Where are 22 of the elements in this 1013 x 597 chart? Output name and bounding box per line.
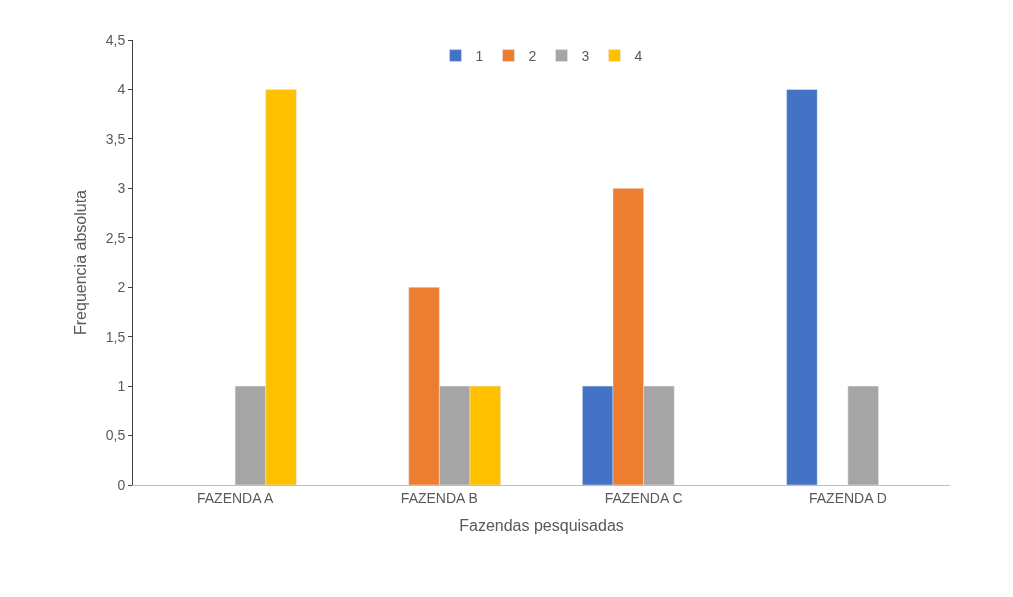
legend-label: 2 — [528, 48, 537, 65]
bar — [786, 89, 818, 485]
y-axis-title: Frequencia absoluta — [71, 189, 89, 335]
y-tick-label: 4,5 — [105, 31, 126, 48]
y-tick-label: 2,5 — [105, 229, 126, 246]
legend-label: 1 — [475, 48, 484, 65]
y-tick-label: 1,5 — [105, 328, 126, 345]
legend-label: 3 — [581, 48, 590, 65]
x-tick-label: FAZENDA A — [197, 489, 274, 506]
y-tick-label: 3,5 — [105, 130, 126, 147]
y-tick-label: 3 — [117, 180, 126, 197]
y-tick-label: 1 — [117, 378, 126, 395]
y-tick-label: 2 — [117, 279, 126, 296]
x-axis-title: Fazendas pesquisadas — [459, 517, 624, 535]
y-tick-label: 4 — [117, 81, 126, 98]
y-tick-label: 0,5 — [105, 427, 126, 444]
x-tick-label: FAZENDA D — [808, 489, 887, 506]
y-tick-label: 0 — [117, 476, 126, 493]
x-tick-label: FAZENDA C — [604, 489, 683, 506]
x-tick-label: FAZENDA B — [400, 489, 478, 506]
legend-label: 4 — [634, 48, 643, 65]
bar — [847, 385, 879, 485]
